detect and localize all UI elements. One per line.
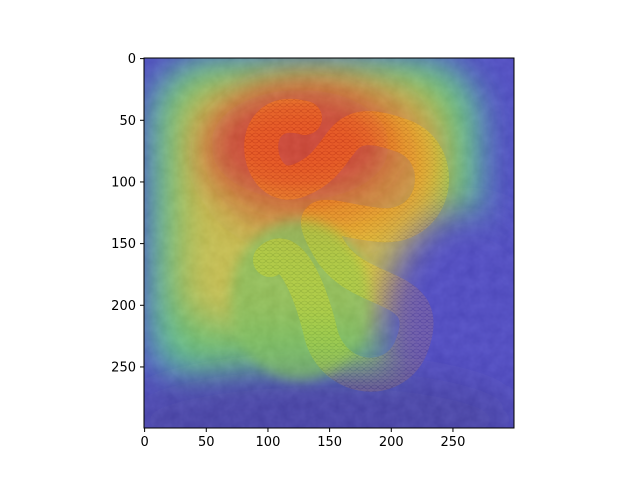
- x-tick-label: 250: [441, 435, 466, 450]
- heat-green-lower: [230, 220, 370, 380]
- x-axis: 0 50 100 150 200 250: [140, 428, 465, 450]
- heat-blue-lower-right: [380, 210, 514, 428]
- heatmap-overlay: [144, 58, 514, 428]
- y-tick-label: 100: [111, 175, 136, 190]
- x-tick-label: 50: [198, 435, 215, 450]
- heat-red-peak: [210, 90, 390, 200]
- heat-blue-bottom: [144, 370, 514, 428]
- x-tick-label: 100: [256, 435, 281, 450]
- y-tick-label: 200: [111, 299, 136, 314]
- plot-area: [144, 58, 514, 428]
- x-tick-label: 0: [140, 435, 148, 450]
- y-tick-label: 250: [111, 360, 136, 375]
- y-tick-label: 150: [111, 237, 136, 252]
- y-axis: 0 50 100 150 200 250: [111, 52, 144, 375]
- x-tick-label: 200: [379, 435, 404, 450]
- axes-frame: [143, 57, 515, 429]
- x-tick-label: 150: [317, 435, 342, 450]
- y-tick-label: 0: [128, 52, 136, 67]
- y-tick-label: 50: [119, 114, 136, 129]
